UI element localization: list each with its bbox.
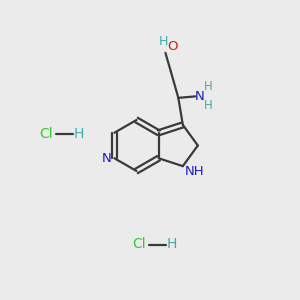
Text: Cl: Cl — [40, 127, 53, 140]
Text: NH: NH — [184, 165, 204, 178]
Text: Cl: Cl — [133, 238, 146, 251]
Text: O: O — [167, 40, 177, 53]
Text: H: H — [204, 80, 213, 93]
Text: H: H — [159, 35, 169, 48]
Text: H: H — [204, 100, 213, 112]
Text: H: H — [167, 238, 177, 251]
Text: H: H — [74, 127, 84, 140]
Text: N: N — [195, 90, 205, 103]
Text: N: N — [102, 152, 112, 165]
